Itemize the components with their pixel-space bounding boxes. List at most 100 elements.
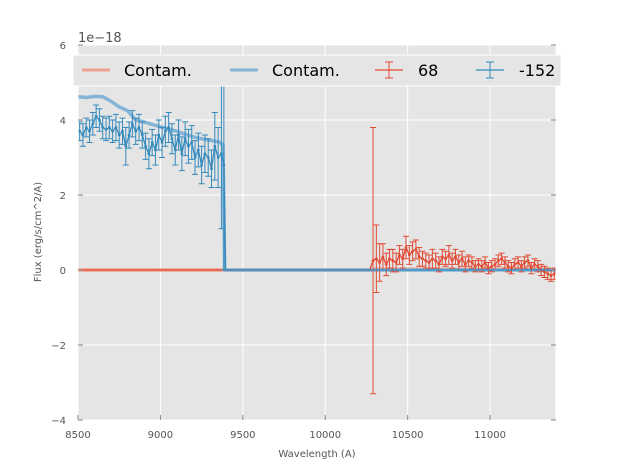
x-tick-label: 9000 — [148, 430, 173, 441]
legend: Contam. Contam. 68 -152 — [72, 54, 562, 87]
y-tick-label: −2 — [51, 341, 66, 352]
data-point — [434, 259, 438, 263]
data-point — [460, 257, 464, 261]
data-point — [130, 122, 134, 126]
x-tick-label: 8500 — [65, 430, 90, 441]
data-point — [160, 141, 164, 144]
data-point — [523, 261, 527, 264]
data-point — [81, 133, 85, 137]
data-point — [454, 255, 457, 259]
data-point — [190, 141, 194, 144]
data-point — [183, 137, 187, 141]
data-point — [388, 257, 391, 261]
data-point — [121, 129, 124, 133]
data-point — [404, 246, 408, 249]
data-point — [134, 129, 138, 133]
data-point — [543, 270, 546, 274]
data-point — [196, 148, 200, 152]
data-point — [378, 261, 382, 264]
data-point — [440, 255, 444, 259]
data-point — [480, 264, 484, 268]
data-point — [157, 133, 161, 137]
data-point — [94, 114, 98, 118]
data-point — [167, 126, 171, 129]
data-point — [503, 261, 507, 264]
data-point — [193, 156, 197, 159]
series-layer — [77, 44, 557, 421]
data-point — [536, 264, 540, 268]
legend-box — [72, 54, 562, 87]
y-tick-label: 2 — [60, 191, 66, 202]
data-point — [222, 163, 226, 167]
legend-label: Contam. — [124, 61, 192, 80]
data-point — [114, 126, 118, 129]
x-tick-label: 9500 — [230, 430, 255, 441]
data-point — [117, 133, 121, 137]
y-offset-label: 1e−18 — [78, 31, 122, 46]
series-line — [78, 245, 555, 277]
data-point — [144, 144, 147, 148]
data-point — [407, 253, 411, 257]
data-point — [220, 152, 223, 156]
data-point — [111, 129, 115, 133]
data-point — [384, 262, 388, 266]
data-point — [506, 264, 510, 268]
data-point — [424, 259, 428, 263]
data-point — [447, 253, 451, 257]
data-point — [104, 127, 108, 131]
series-1 — [78, 94, 556, 272]
y-tick-label: 0 — [60, 266, 66, 277]
data-point — [127, 133, 131, 137]
data-point — [411, 249, 414, 253]
data-point — [213, 144, 217, 148]
data-point — [163, 129, 167, 133]
axis-ticks: 8500 9000 9500 10000 10500 11000 −4 −2 0 2 4 6 — [51, 41, 556, 441]
data-point — [470, 261, 474, 264]
x-axis-label: Wavelength (A) — [278, 449, 355, 460]
data-point — [496, 259, 500, 263]
data-point — [84, 126, 88, 129]
data-point — [490, 264, 494, 268]
data-point — [374, 257, 378, 261]
data-point — [216, 156, 220, 159]
data-point — [381, 255, 385, 259]
data-point — [170, 137, 174, 141]
data-point — [500, 257, 504, 261]
x-tick-label: 11000 — [474, 430, 506, 441]
data-point — [124, 144, 128, 148]
data-point — [483, 261, 487, 264]
data-point — [546, 272, 550, 276]
data-point — [477, 262, 480, 266]
y-tick-label: −4 — [51, 416, 66, 427]
data-point — [398, 253, 401, 257]
data-point — [203, 152, 207, 156]
data-point — [519, 264, 523, 268]
data-point — [533, 262, 536, 266]
data-point — [88, 129, 91, 133]
data-point — [200, 163, 204, 167]
data-point — [147, 152, 151, 156]
data-point — [391, 259, 395, 263]
legend-label: -152 — [519, 61, 555, 80]
data-point — [437, 262, 441, 266]
data-point — [516, 261, 520, 264]
data-point — [457, 261, 461, 264]
y-tick-label: 6 — [60, 41, 66, 52]
x-tick-label: 10500 — [392, 430, 424, 441]
data-point — [140, 133, 144, 137]
data-point — [78, 129, 82, 133]
data-point — [414, 247, 418, 251]
data-point — [430, 257, 434, 261]
data-point — [177, 133, 180, 137]
data-point — [526, 259, 530, 263]
data-point — [473, 264, 477, 268]
legend-label: Contam. — [272, 61, 340, 80]
data-point — [137, 126, 141, 129]
data-point — [463, 262, 467, 266]
data-point — [150, 141, 154, 144]
y-tick-label: 4 — [60, 116, 66, 127]
contam-line — [78, 94, 556, 272]
clipped-series — [78, 59, 556, 395]
data-point — [493, 262, 497, 266]
data-point — [206, 156, 210, 159]
